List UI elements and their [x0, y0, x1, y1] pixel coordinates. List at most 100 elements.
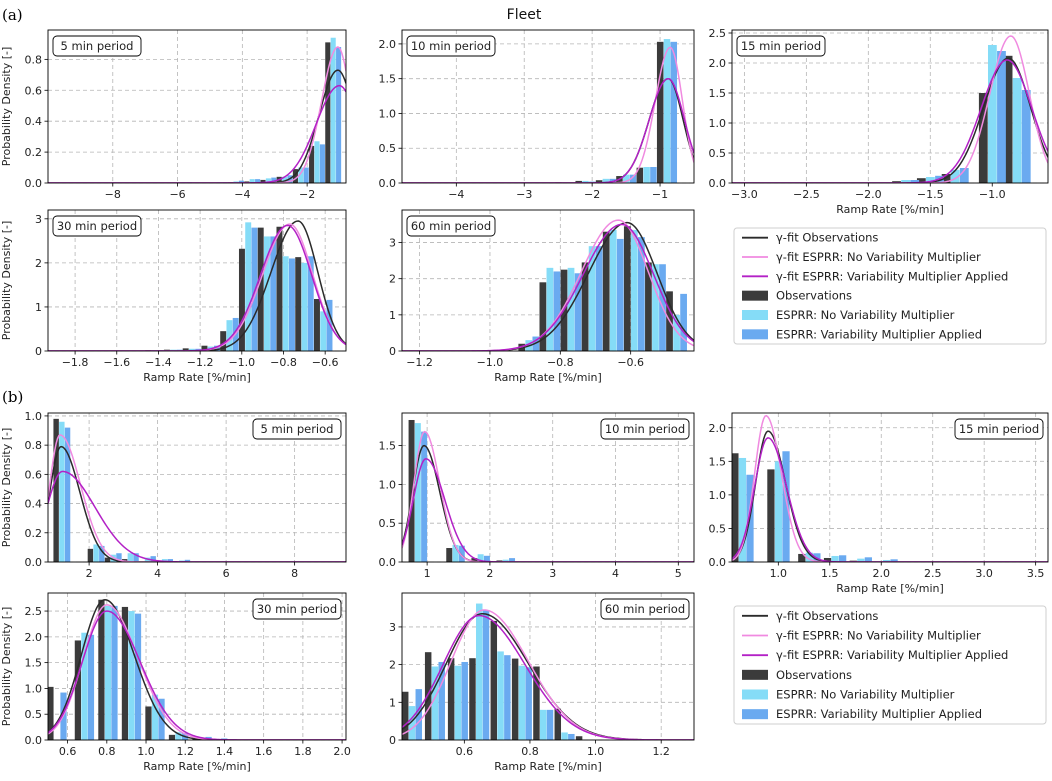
y-tick-label: 0.4: [25, 115, 43, 128]
figure-title: Fleet: [507, 7, 542, 23]
x-tick-label: −0.8: [547, 356, 574, 369]
y-tick-label: 0.4: [25, 498, 43, 511]
bar-esprr-no-var: [265, 178, 271, 183]
period-label-box: [736, 35, 826, 57]
x-tick-label: 2.0: [873, 567, 891, 580]
bar-esprr-var: [509, 558, 516, 562]
bar-observations: [575, 736, 583, 740]
x-tick-label: −1.0: [477, 356, 504, 369]
y-tick-label: 0.5: [25, 708, 43, 721]
bar-observations: [74, 640, 82, 740]
plot-area: [48, 220, 346, 351]
bar-observations: [581, 262, 589, 351]
plot-area: [48, 37, 346, 183]
period-label: 60 min period: [600, 598, 690, 620]
y-tick-label: 0.0: [379, 177, 397, 190]
bar-esprr-var: [336, 47, 342, 183]
legend-item: γ-fit Observations: [742, 609, 878, 623]
period-label-box: [406, 215, 496, 237]
plot-area: [402, 219, 694, 351]
bar-esprr-var: [959, 168, 969, 183]
bar-observations: [767, 469, 775, 562]
bar-esprr-var: [438, 661, 445, 740]
legend-item: γ-fit ESPRR: Variability Multiplier Appl…: [742, 269, 1008, 283]
x-tick-label: 1.2: [652, 745, 670, 758]
axes-frame: [401, 209, 695, 352]
bar-esprr-var: [595, 246, 603, 351]
bar-observations: [408, 419, 415, 562]
y-tick-label: 2.0: [25, 631, 43, 644]
legends-layer: γ-fit Observations γ-fit ESPRR: No Variab…: [733, 227, 1047, 725]
x-tick-label: −1: [652, 188, 668, 201]
bar-esprr-var: [616, 238, 624, 351]
period-label-box: [52, 35, 142, 57]
bar-esprr-no-var: [738, 457, 747, 562]
bar-observations: [201, 345, 208, 351]
x-tick-label: −0.8: [270, 356, 297, 369]
y-tick-label: 2.0: [709, 422, 727, 435]
y-tick-label: 0.5: [379, 517, 397, 530]
fit-curve-observations: [402, 221, 694, 351]
bar-esprr-no-var: [314, 141, 320, 183]
bar-esprr-var: [680, 293, 687, 351]
bar-esprr-var: [1021, 90, 1031, 183]
bar-esprr-var: [461, 661, 468, 740]
fit-curve-observations: [48, 445, 346, 562]
x-tick-label: 4: [154, 567, 161, 580]
bar-esprr-var: [319, 144, 325, 183]
plot-area: [732, 35, 1048, 183]
x-tick-label: 1: [424, 567, 431, 580]
bar-observations: [257, 227, 264, 351]
legend-patch-swatch: [742, 669, 768, 680]
legend-item: Observations: [742, 668, 852, 682]
subplot-b1: 2 4 6 8 0.0 0.2 0.4 0.6 0.8 1.0 Probability Densit…: [0, 410, 347, 580]
bar-observations: [575, 180, 582, 183]
bar-esprr-var: [64, 427, 71, 562]
x-tick-label: −1.2: [187, 356, 214, 369]
subplot-a2: −4 −3 −2 −1 0.0 0.5 1.0 1.5 2.0 10 min period: [379, 29, 695, 201]
bar-observations: [623, 226, 631, 351]
bar-esprr-var: [288, 258, 295, 351]
y-tick-label: 0.5: [709, 522, 727, 535]
subplot-a4: −1.8 −1.6 −1.4 −1.2 −1.0 −0.8 −0.6 0 1 2 3 Ramp Rat…: [0, 209, 347, 384]
bar-esprr-var: [303, 167, 309, 183]
period-label-text: 15 min period: [741, 39, 821, 53]
panel-a-label: (a): [2, 6, 23, 24]
period-label-text: 10 min period: [411, 39, 491, 53]
x-axis-label: Ramp Rate [%/min]: [143, 371, 251, 384]
bar-observations: [48, 686, 54, 740]
bar-esprr-no-var: [546, 267, 554, 351]
bar-esprr-var: [553, 271, 561, 351]
bar-esprr-no-var: [630, 229, 638, 351]
charts-layer: −8 −6 −4 −2 0.0 0.2 0.4 0.6 0.8 Probability Densi…: [0, 27, 1049, 773]
x-tick-label: 1.8: [294, 745, 312, 758]
bar-esprr-var: [116, 553, 122, 562]
subplot-a1: −8 −6 −4 −2 0.0 0.2 0.4 0.6 0.8 Probability Densi…: [0, 29, 347, 201]
period-label-box: [406, 35, 496, 57]
x-tick-label: −1.6: [103, 356, 130, 369]
period-label: 15 min period: [736, 35, 826, 57]
axes-frame: [401, 29, 695, 184]
bar-esprr-var: [326, 299, 333, 351]
legend-item: ESPRR: No Variability Multiplier: [742, 308, 955, 322]
plot-area: [402, 419, 694, 562]
bar-observations: [295, 257, 302, 351]
x-tick-label: −2.5: [793, 188, 820, 201]
x-tick-label: −3.0: [731, 188, 758, 201]
bar-esprr-no-var: [320, 311, 327, 351]
subplot-a5: −1.2 −1.0 −0.8 −0.6 0 1 2 3 Ramp Rate [%/min] 60 …: [389, 209, 695, 384]
bar-esprr-var: [99, 545, 105, 562]
y-tick-label: 1.5: [379, 73, 397, 86]
period-label-text: 60 min period: [411, 219, 491, 233]
y-tick-label: 3: [389, 621, 396, 634]
legend-label: Observations: [776, 289, 852, 303]
bar-observations: [916, 178, 926, 183]
y-tick-label: 2.0: [709, 57, 727, 70]
y-tick-label: 1: [389, 696, 396, 709]
bar-observations: [238, 248, 245, 351]
plot-area: [402, 39, 694, 183]
x-tick-label: 2: [86, 567, 93, 580]
bar-observations: [168, 734, 176, 740]
period-label-box: [600, 418, 690, 440]
bar-esprr-no-var: [249, 179, 255, 183]
